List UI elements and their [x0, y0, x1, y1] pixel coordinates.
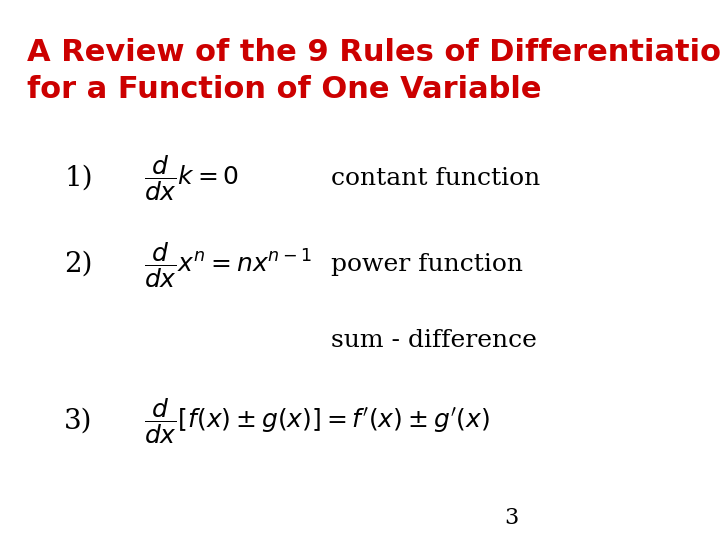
- Text: $\dfrac{d}{dx}x^n = nx^{n-1}$: $\dfrac{d}{dx}x^n = nx^{n-1}$: [144, 240, 312, 289]
- Text: sum - difference: sum - difference: [331, 329, 537, 352]
- Text: 3: 3: [504, 507, 518, 529]
- Text: A Review of the 9 Rules of Differentiation
for a Function of One Variable: A Review of the 9 Rules of Differentiati…: [27, 38, 720, 104]
- Text: 2): 2): [64, 251, 93, 278]
- Text: $\dfrac{d}{dx}[f(x)\pm g(x)] = f'(x)\pm g'(x)$: $\dfrac{d}{dx}[f(x)\pm g(x)] = f'(x)\pm …: [144, 396, 490, 446]
- Text: $\dfrac{d}{dx}k = 0$: $\dfrac{d}{dx}k = 0$: [144, 153, 240, 203]
- Text: contant function: contant function: [331, 167, 541, 190]
- Text: power function: power function: [331, 253, 523, 276]
- Text: 1): 1): [64, 165, 93, 192]
- Text: 3): 3): [64, 408, 93, 435]
